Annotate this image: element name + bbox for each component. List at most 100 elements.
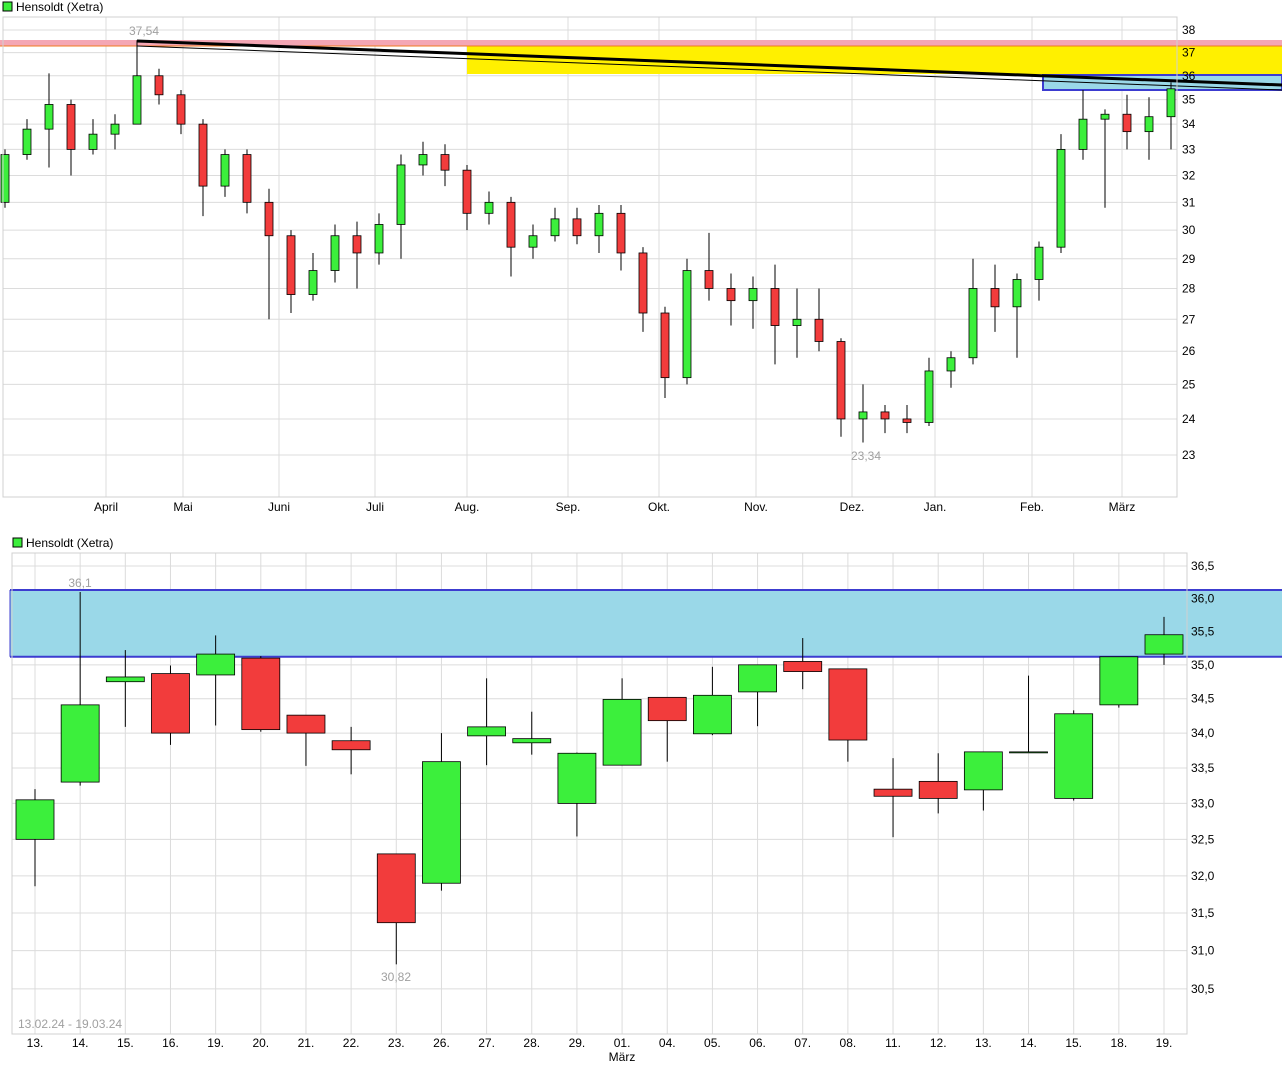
bottom-high-annotation: 36,1 bbox=[68, 576, 92, 590]
top-candle-up bbox=[418, 154, 428, 166]
top-candle-down bbox=[506, 201, 516, 248]
bottom-y-tick-label: 31,5 bbox=[1191, 906, 1215, 920]
top-candle-up bbox=[594, 212, 604, 237]
top-x-tick-label: Jan. bbox=[924, 500, 947, 514]
bottom-x-tick-label: 12. bbox=[930, 1036, 947, 1050]
bottom-candle-up bbox=[60, 704, 100, 783]
bottom-y-tick-label: 33,0 bbox=[1191, 796, 1215, 810]
bottom-x-tick-label: 23. bbox=[388, 1036, 405, 1050]
top-candle-down bbox=[660, 312, 670, 379]
top-y-tick-label: 33 bbox=[1182, 142, 1196, 156]
top-candle-down bbox=[264, 201, 274, 237]
bottom-x-tick-label: 15. bbox=[1065, 1036, 1082, 1050]
top-x-tick-label: Dez. bbox=[840, 500, 865, 514]
bottom-x-tick-label: 29. bbox=[569, 1036, 586, 1050]
top-candle-up bbox=[330, 235, 340, 271]
top-x-tick-label: Okt. bbox=[648, 500, 670, 514]
top-candle-up bbox=[924, 370, 934, 423]
top-candle-up bbox=[682, 270, 692, 379]
bottom-x-tick-label: 19. bbox=[1156, 1036, 1173, 1050]
bottom-y-tick-label: 32,5 bbox=[1191, 832, 1215, 846]
top-x-tick-label: Nov. bbox=[744, 500, 768, 514]
bottom-candle-up bbox=[105, 676, 145, 683]
bottom-candle-down bbox=[151, 673, 190, 734]
bottom-candle-down bbox=[286, 714, 326, 734]
bottom-x-tick-label: 04. bbox=[659, 1036, 676, 1050]
bottom-x-tick-label: 26. bbox=[433, 1036, 450, 1050]
bottom-x-tick-label: 01. bbox=[614, 1036, 631, 1050]
top-candle-up bbox=[792, 318, 802, 326]
top-y-tick-label: 32 bbox=[1182, 168, 1196, 182]
top-candle-up bbox=[1056, 149, 1066, 248]
resistance-zone bbox=[10, 589, 1282, 657]
top-overlays bbox=[0, 39, 1282, 91]
top-candle-up bbox=[22, 128, 32, 155]
top-y-tick-label: 24 bbox=[1182, 412, 1196, 426]
top-candle-up bbox=[1012, 279, 1022, 308]
top-x-tick-label: März bbox=[1109, 500, 1136, 514]
bottom-x-tick-label: 18. bbox=[1110, 1036, 1127, 1050]
top-plot-frame bbox=[2, 16, 1178, 498]
top-y-tick-label: 31 bbox=[1182, 195, 1196, 209]
trendline-thick bbox=[136, 39, 1282, 87]
top-candle-down bbox=[66, 104, 76, 150]
top-candle-up bbox=[1166, 88, 1176, 118]
bottom-candle-down bbox=[331, 740, 371, 751]
top-x-tick-label: Mai bbox=[173, 500, 192, 514]
bottom-x-tick-label: 13. bbox=[27, 1036, 44, 1050]
bottom-candle-up bbox=[467, 726, 507, 737]
bottom-y-tick-label: 35,0 bbox=[1191, 658, 1215, 672]
top-candle-down bbox=[990, 288, 1000, 308]
bottom-y-tick-label: 35,5 bbox=[1191, 624, 1215, 638]
top-y-tick-label: 36 bbox=[1182, 69, 1196, 83]
top-x-tick-label: Feb. bbox=[1020, 500, 1044, 514]
bottom-candle-down bbox=[873, 788, 913, 797]
top-candle-up bbox=[1034, 246, 1044, 280]
month-label: März bbox=[609, 1050, 636, 1064]
pink-zone bbox=[0, 40, 1282, 46]
top-y-tick-label: 23 bbox=[1182, 448, 1196, 462]
top-candle-down bbox=[616, 212, 626, 254]
bottom-x-tick-label: 15. bbox=[117, 1036, 134, 1050]
top-candle-down bbox=[704, 270, 714, 289]
trendline-thin bbox=[136, 45, 1282, 91]
bottom-candle-up bbox=[196, 653, 236, 676]
top-candle-down bbox=[286, 235, 296, 295]
bottom-x-tick-label: 08. bbox=[840, 1036, 857, 1050]
top-candle-up bbox=[1100, 113, 1110, 120]
bottom-y-tick-label: 34,0 bbox=[1191, 726, 1215, 740]
bottom-candle-up bbox=[963, 751, 1003, 791]
top-x-tick-label: April bbox=[94, 500, 118, 514]
bottom-x-tick-label: 13. bbox=[975, 1036, 992, 1050]
bottom-candle-up bbox=[15, 799, 55, 840]
bottom-x-tick-label: 22. bbox=[343, 1036, 360, 1050]
top-y-tick-label: 28 bbox=[1182, 281, 1196, 295]
top-x-tick-label: Juli bbox=[366, 500, 384, 514]
top-candle-down bbox=[462, 169, 472, 214]
top-candle-up bbox=[484, 201, 494, 214]
bottom-candle-up bbox=[422, 761, 461, 884]
bottom-candle-down bbox=[783, 661, 823, 672]
top-candle-up bbox=[88, 133, 98, 150]
top-y-tick-label: 30 bbox=[1182, 223, 1196, 237]
top-x-tick-label: Sep. bbox=[556, 500, 581, 514]
legend-swatch bbox=[12, 537, 23, 548]
top-candle-down bbox=[440, 154, 450, 171]
bottom-candle-down bbox=[241, 657, 281, 731]
top-candle-down bbox=[154, 75, 164, 96]
top-candle-down bbox=[198, 123, 208, 187]
top-candle-down bbox=[176, 94, 186, 125]
top-candle-down bbox=[836, 341, 846, 420]
top-y-tick-label: 37 bbox=[1182, 46, 1196, 60]
top-candle-up bbox=[1078, 118, 1088, 150]
bottom-candle-up bbox=[512, 738, 552, 744]
top-candle-up bbox=[968, 288, 978, 359]
top-candle-up bbox=[132, 75, 142, 125]
top-candle-down bbox=[880, 411, 890, 420]
bottom-x-tick-label: 14. bbox=[72, 1036, 89, 1050]
bottom-candle-up bbox=[1144, 634, 1184, 655]
legend-label-top: Hensoldt (Xetra) bbox=[16, 0, 103, 14]
bottom-y-tick-label: 31,0 bbox=[1191, 944, 1215, 958]
top-candle-down bbox=[352, 235, 362, 254]
